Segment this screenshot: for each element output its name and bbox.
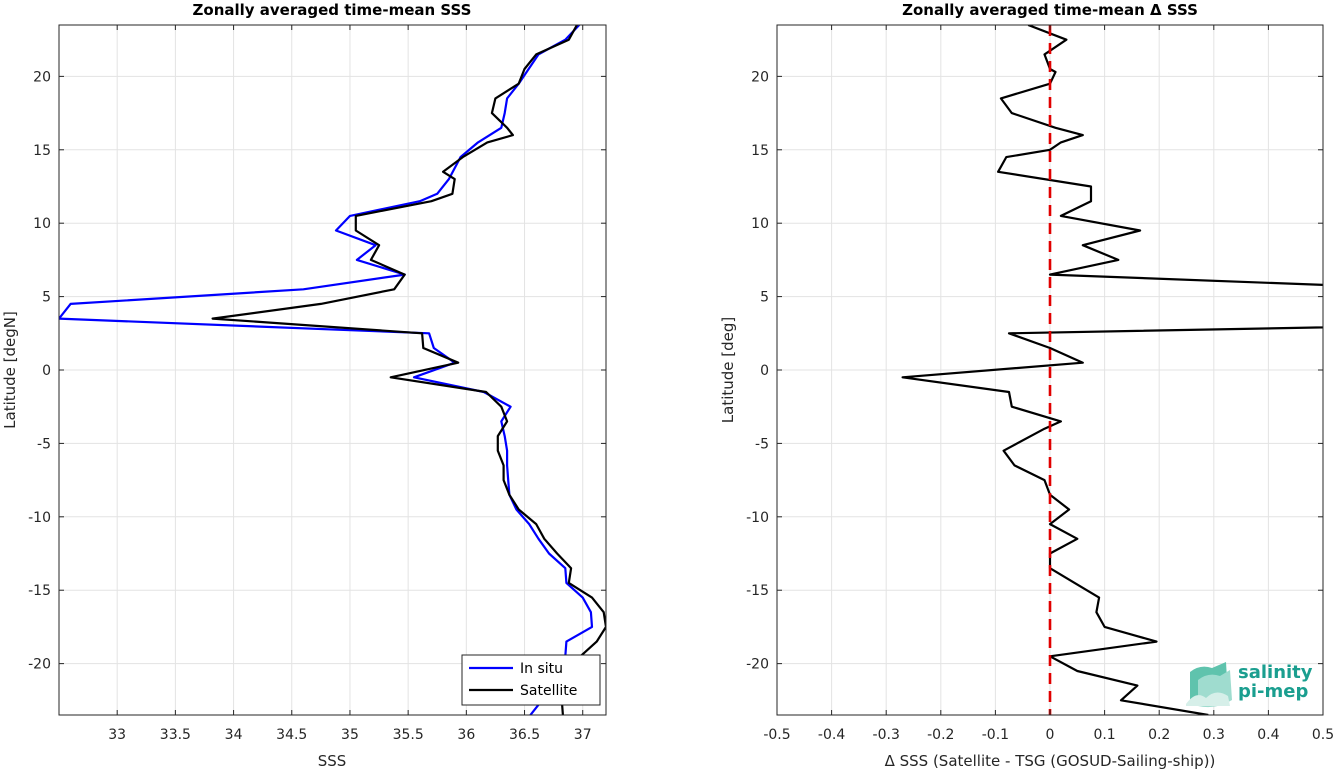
- left-x-tick-label: 36: [457, 727, 475, 743]
- left-x-tick-label: 34.5: [276, 727, 307, 743]
- left-y-tick-label: -15: [28, 583, 51, 599]
- left-y-tick-label: 5: [42, 290, 51, 306]
- logo-line1: salinity: [1238, 662, 1313, 683]
- right-y-tick-label: 20: [751, 69, 769, 85]
- left-x-tick-label: 34: [225, 727, 243, 743]
- logo-waves-icon: [1186, 662, 1232, 708]
- right-x-tick-label: 0.1: [1093, 727, 1115, 743]
- right-y-tick-label: -10: [746, 510, 769, 526]
- left-x-axis-label: SSS: [318, 752, 347, 770]
- left-y-tick-label: 15: [33, 143, 51, 159]
- right-y-tick-label: 15: [751, 143, 769, 159]
- right-x-tick-label: 0.5: [1312, 727, 1334, 743]
- right-x-tick-label: 0.2: [1148, 727, 1170, 743]
- right-x-tick-label: -0.1: [982, 727, 1009, 743]
- left-y-tick-label: 10: [33, 216, 51, 232]
- legend: In situ Satellite: [461, 654, 601, 706]
- left-panel: 33 33.5 34 34.5 35 35.5 36 36.5 37 20 15 10 5 0 -5 -10 -…: [1, 1, 607, 770]
- right-x-tick-label: 0: [1046, 727, 1055, 743]
- left-x-tick-label: 33.5: [160, 727, 191, 743]
- right-ticks: -0.5 -0.4 -0.3 -0.2 -0.1 0 0.1 0.2 0.3 0.4 0.5 20 15…: [746, 25, 1334, 743]
- right-y-axis-label: Latitude [deg]: [719, 317, 737, 423]
- left-series-in-situ-line: [59, 25, 594, 715]
- right-x-tick-label: -0.4: [818, 727, 845, 743]
- right-y-tick-label: 10: [751, 216, 769, 232]
- left-y-tick-label: -10: [28, 510, 51, 526]
- left-ticks: 33 33.5 34 34.5 35 35.5 36 36.5 37 20 15 10 5 0 -5 -10 -…: [28, 25, 606, 743]
- left-x-tick-label: 36.5: [509, 727, 540, 743]
- right-y-tick-label: 5: [760, 290, 769, 306]
- left-y-tick-label: -5: [37, 436, 51, 452]
- right-y-tick-label: -15: [746, 583, 769, 599]
- right-x-tick-label: -0.3: [873, 727, 900, 743]
- legend-in-situ-label: In situ: [520, 661, 563, 677]
- right-x-tick-label: -0.5: [763, 727, 790, 743]
- right-series-group: [901, 25, 1323, 715]
- left-x-tick-label: 35: [341, 727, 359, 743]
- left-y-tick-label: 0: [42, 363, 51, 379]
- left-y-axis-label: Latitude [degN]: [1, 311, 19, 429]
- right-y-tick-label: -5: [755, 436, 769, 452]
- logo-line2: pi-mep: [1238, 681, 1308, 702]
- left-chart-title: Zonally averaged time-mean SSS: [193, 1, 472, 19]
- right-x-axis-label: Δ SSS (Satellite - TSG (GOSUD-Sailing-sh…: [885, 752, 1216, 770]
- legend-box: [461, 654, 601, 706]
- right-chart-title: Zonally averaged time-mean Δ SSS: [902, 1, 1198, 19]
- left-series-group: [59, 25, 606, 715]
- left-y-tick-label: 20: [33, 69, 51, 85]
- left-x-tick-label: 37: [574, 727, 592, 743]
- right-y-tick-label: -20: [746, 657, 769, 673]
- right-x-tick-label: -0.2: [927, 727, 954, 743]
- left-x-tick-label: 35.5: [393, 727, 424, 743]
- right-y-tick-label: 0: [760, 363, 769, 379]
- right-x-tick-label: 0.4: [1257, 727, 1279, 743]
- right-x-tick-label: 0.3: [1203, 727, 1225, 743]
- legend-satellite-label: Satellite: [520, 683, 577, 699]
- left-y-tick-label: -20: [28, 657, 51, 673]
- right-series-delta-sss-line: [901, 25, 1323, 715]
- left-grid: [59, 25, 606, 715]
- left-x-tick-label: 33: [108, 727, 126, 743]
- salinity-pi-mep-logo: salinity pi-mep: [1186, 662, 1313, 708]
- right-panel: -0.5 -0.4 -0.3 -0.2 -0.1 0 0.1 0.2 0.3 0.4 0.5 20 15…: [719, 1, 1334, 770]
- left-series-satellite-line: [211, 25, 606, 715]
